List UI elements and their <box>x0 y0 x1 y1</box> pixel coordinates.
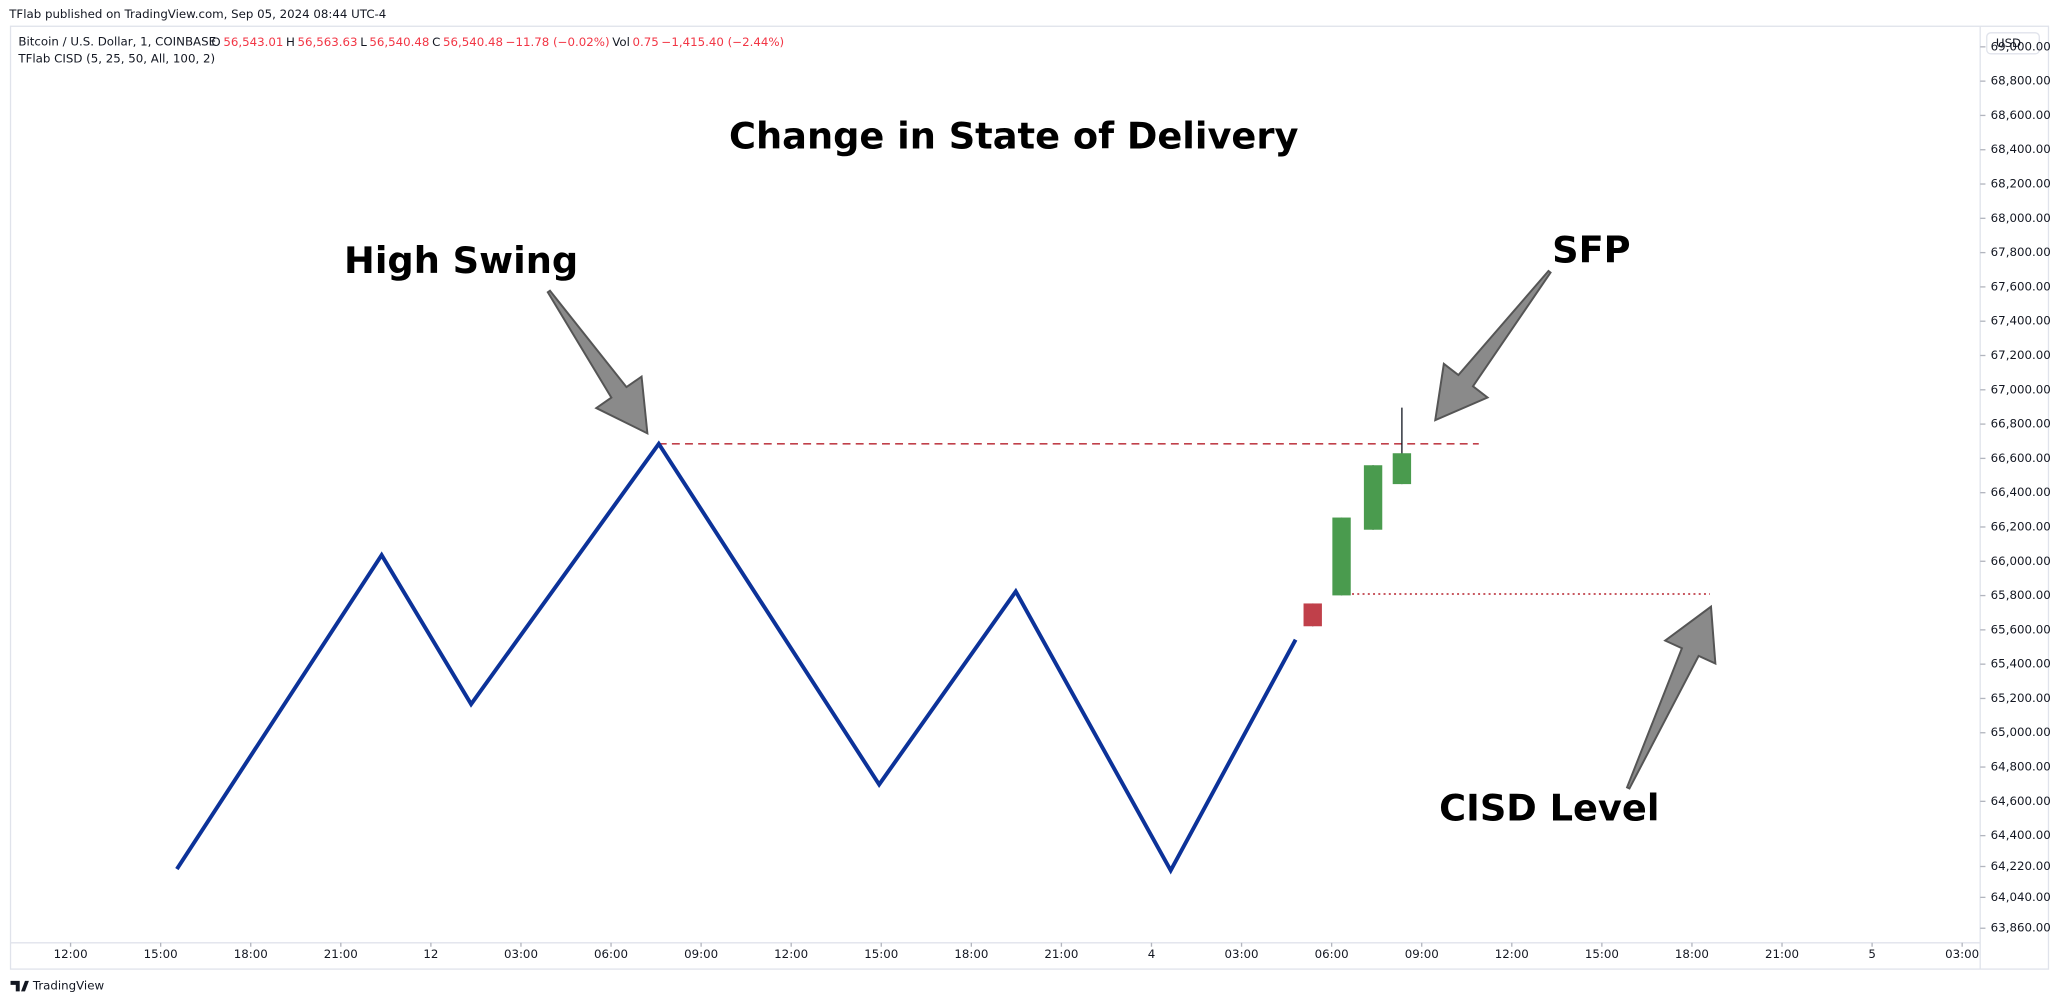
x-tick-label: 4 <box>1148 947 1156 961</box>
x-tick-label: 03:00 <box>1945 947 1979 961</box>
vol-change: −1,415.40 (−2.44%) <box>661 35 784 49</box>
y-tick-label: 63,860.00 <box>1991 921 2051 935</box>
chart-title: Change in State of Delivery <box>729 114 1298 157</box>
y-tick-label: 67,600.00 <box>1991 279 2051 293</box>
ohlc-value: 56,543.01 <box>223 35 283 49</box>
vol-label: Vol <box>612 35 630 49</box>
x-tick-label: 21:00 <box>1044 947 1078 961</box>
line-series <box>175 440 1298 875</box>
ohlc-value: 56,540.48 <box>443 35 503 49</box>
y-tick-label: 64,400.00 <box>1991 828 2051 842</box>
x-tick-label: 06:00 <box>1315 947 1349 961</box>
y-tick-label: 65,000.00 <box>1991 725 2051 739</box>
x-tick-label: 18:00 <box>1675 947 1709 961</box>
y-tick-label: 66,600.00 <box>1991 451 2051 465</box>
currency-box[interactable] <box>1986 32 2040 55</box>
x-tick-label: 09:00 <box>684 947 718 961</box>
y-tick-label: 64,600.00 <box>1991 794 2051 808</box>
x-tick-label: 12 <box>423 947 438 961</box>
annotation: CISD Level <box>1439 787 1659 830</box>
y-tick-label: 69,000.00 <box>1991 39 2051 53</box>
x-tick-label: 15:00 <box>1585 947 1619 961</box>
ohlc-label: C <box>432 35 440 49</box>
y-tick-label: 66,400.00 <box>1991 485 2051 499</box>
y-tick-label: 68,400.00 <box>1991 142 2051 156</box>
y-tick-label: 66,200.00 <box>1991 519 2051 533</box>
x-tick-label: 03:00 <box>504 947 538 961</box>
x-tick-label: 18:00 <box>954 947 988 961</box>
arrow <box>1625 604 1717 790</box>
x-tick-label: 18:00 <box>234 947 268 961</box>
y-tick-label: 67,400.00 <box>1991 314 2051 328</box>
x-tick-label: 5 <box>1868 947 1876 961</box>
x-tick-label: 06:00 <box>594 947 628 961</box>
ohlc-value: 56,540.48 <box>369 35 429 49</box>
y-tick-label: 66,800.00 <box>1991 417 2051 431</box>
y-tick-label: 65,400.00 <box>1991 657 2051 671</box>
change: −11.78 (−0.02%) <box>506 35 610 49</box>
vol-value: 0.75 <box>633 35 659 49</box>
publisher: TFlab published on TradingView.com, Sep … <box>8 7 386 21</box>
y-tick-label: 68,000.00 <box>1991 211 2051 225</box>
y-tick-label: 64,040.00 <box>1991 890 2051 904</box>
x-tick-label: 15:00 <box>144 947 178 961</box>
arrow <box>546 289 649 435</box>
candle-body <box>1392 453 1412 485</box>
y-tick-label: 65,600.00 <box>1991 622 2051 636</box>
y-tick-label: 65,200.00 <box>1991 691 2051 705</box>
candle-body <box>1303 603 1322 627</box>
currency: USD <box>1996 36 2021 50</box>
annotation: High Swing <box>344 239 578 282</box>
ohlc-value: 56,563.63 <box>298 35 358 49</box>
ohlc-label: O <box>211 35 220 49</box>
y-tick-label: 64,220.00 <box>1991 859 2051 873</box>
y-tick-label: 67,200.00 <box>1991 348 2051 362</box>
y-tick-label: 65,800.00 <box>1991 588 2051 602</box>
chart-frame <box>9 25 2050 970</box>
x-tick-label: 09:00 <box>1405 947 1439 961</box>
y-tick-label: 68,600.00 <box>1991 108 2051 122</box>
symbol: Bitcoin / U.S. Dollar, 1, COINBASE <box>18 35 216 49</box>
brand: TradingView <box>32 979 105 993</box>
logo-icon <box>10 980 29 992</box>
x-tick-label: 21:00 <box>324 947 358 961</box>
y-tick-label: 64,800.00 <box>1991 760 2051 774</box>
ohlc-label: L <box>360 35 367 49</box>
ohlc-label: H <box>286 35 295 49</box>
y-tick-label: 67,800.00 <box>1991 245 2051 259</box>
y-tick-label: 67,000.00 <box>1991 382 2051 396</box>
y-tick-label: 68,200.00 <box>1991 177 2051 191</box>
candle-body <box>1332 517 1351 596</box>
x-tick-label: 21:00 <box>1765 947 1799 961</box>
x-tick-label: 03:00 <box>1225 947 1259 961</box>
x-tick-label: 12:00 <box>1495 947 1529 961</box>
indicator: TFlab CISD (5, 25, 50, All, 100, 2) <box>17 52 215 66</box>
y-tick-label: 68,800.00 <box>1991 74 2051 88</box>
annotation: SFP <box>1552 229 1631 272</box>
arrow <box>1434 269 1552 422</box>
brand-logo[interactable]: TradingView <box>10 979 105 993</box>
y-tick-label: 66,000.00 <box>1991 554 2051 568</box>
candle-body <box>1363 465 1383 530</box>
x-tick-label: 12:00 <box>774 947 808 961</box>
x-tick-label: 15:00 <box>864 947 898 961</box>
x-tick-label: 12:00 <box>54 947 88 961</box>
ohlc-legend: O 56,543.01 H 56,563.63 L 56,540.48 C 56,540.48… <box>211 35 784 49</box>
